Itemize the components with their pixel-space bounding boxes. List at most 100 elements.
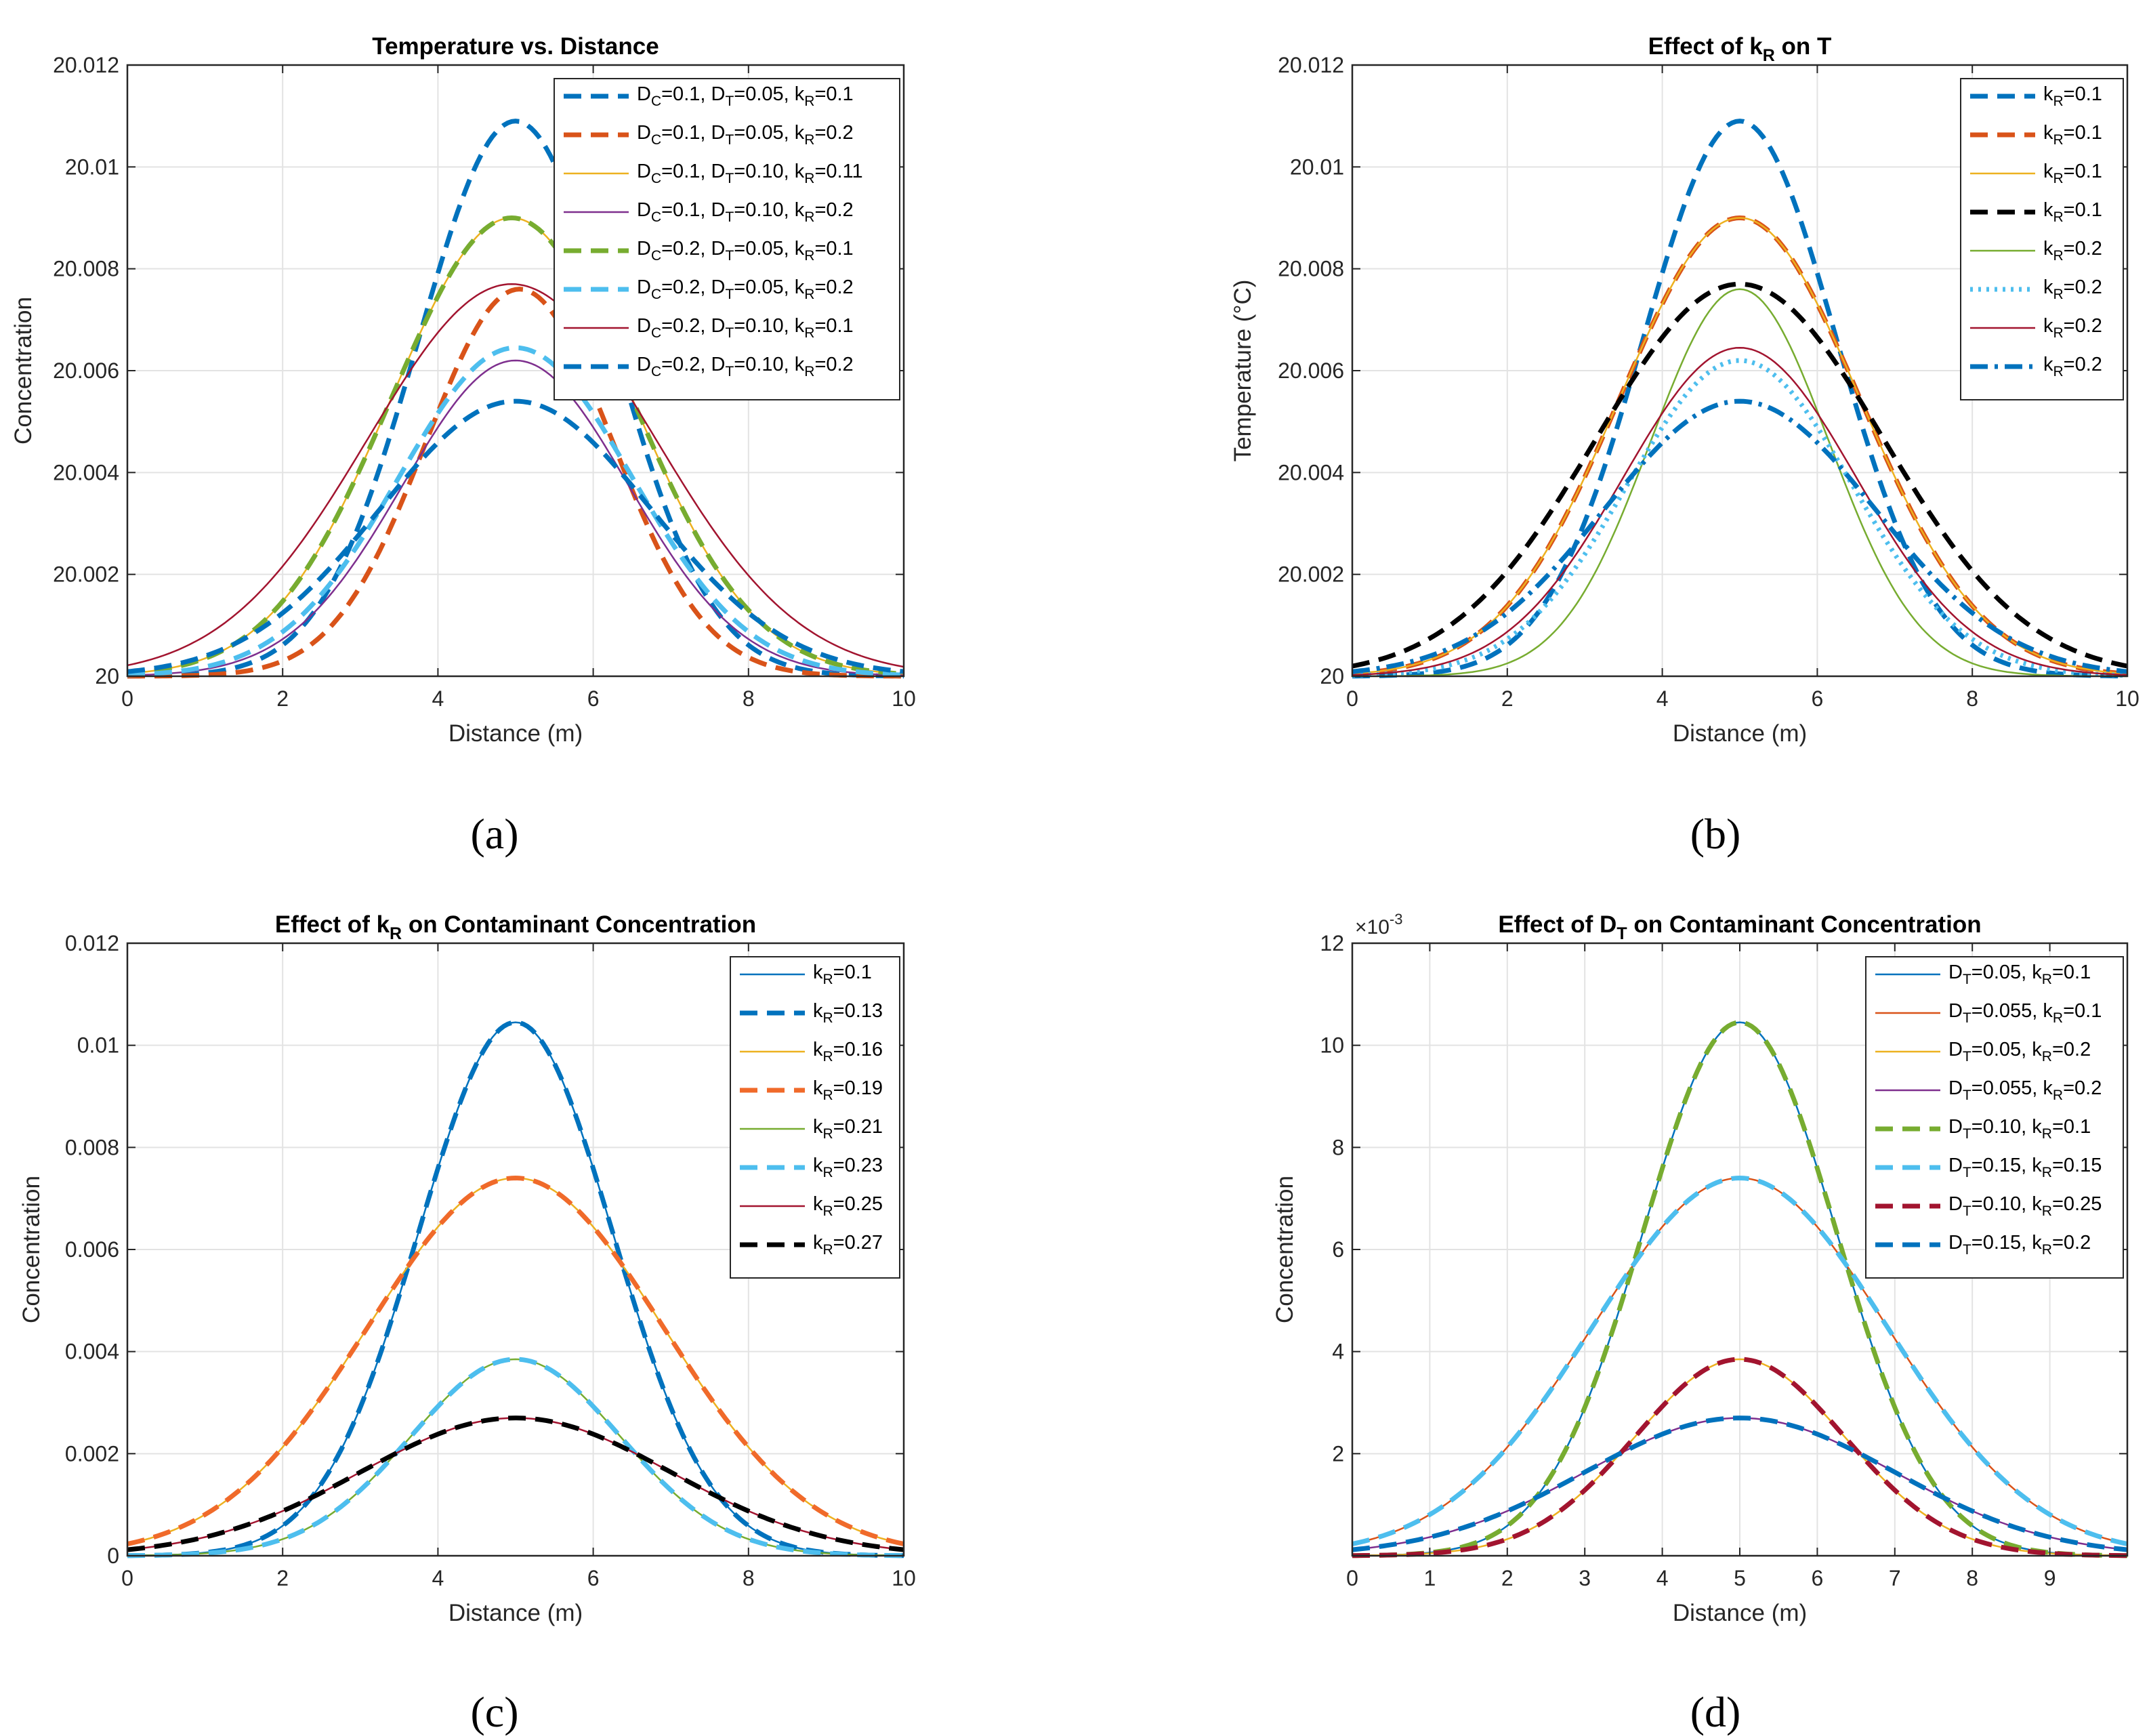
legend-label-6-part: k <box>2043 276 2053 298</box>
x-axis-label: Distance (m) <box>448 720 583 747</box>
legend-label-8: DC=0.2, DT=0.10, kR=0.2 <box>637 354 854 379</box>
legend-label-8-part: =0.2 <box>2064 354 2102 375</box>
legend-label-3-part: k <box>2043 161 2053 182</box>
x-tick-label: 10 <box>892 1566 916 1590</box>
x-tick-label: 7 <box>1889 1566 1901 1590</box>
legend-label-7-part: T <box>1963 1203 1971 1219</box>
x-tick-label: 10 <box>2115 686 2140 711</box>
legend: kR=0.1kR=0.13kR=0.16kR=0.19kR=0.21kR=0.2… <box>730 956 900 1279</box>
legend-label-1-part: =0.05, k <box>1971 962 2042 983</box>
x-tick-label: 2 <box>276 686 289 711</box>
legend-label-1: DT=0.05, kR=0.1 <box>1948 962 2091 987</box>
y-tick-label: 20.008 <box>1278 257 1344 281</box>
legend-label-6-part: D <box>637 276 651 298</box>
x-tick-label: 3 <box>1579 1566 1591 1590</box>
legend-label-4-part: =0.055, k <box>1971 1077 2053 1099</box>
x-tick-label: 0 <box>121 686 133 711</box>
y-tick-label: 20.006 <box>53 358 119 383</box>
legend-label-1: kR=0.1 <box>813 962 872 987</box>
legend-label-2-part: =0.1 <box>2064 122 2102 144</box>
legend-label-5-part: R <box>823 1126 833 1142</box>
legend-label-7: DT=0.10, kR=0.25 <box>1948 1193 2102 1219</box>
series-line-7 <box>1352 346 2128 676</box>
legend-label-2: DC=0.1, DT=0.05, kR=0.2 <box>637 122 854 148</box>
legend-label-8-part: R <box>2042 1242 2052 1258</box>
x-tick-label: 2 <box>276 1566 289 1590</box>
legend-label-5: DT=0.10, kR=0.1 <box>1948 1116 2091 1142</box>
legend-label-5-part: =0.1 <box>814 238 853 260</box>
series-line-4 <box>127 1175 904 1546</box>
legend-label-2-part: D <box>1948 1000 1963 1022</box>
legend-label-1-part: C <box>651 94 661 109</box>
y-tick-label: 20 <box>1320 664 1344 688</box>
x-tick-label: 6 <box>587 1566 600 1590</box>
legend-label-5: DC=0.2, DT=0.05, kR=0.1 <box>637 238 854 264</box>
legend-label-8-part: T <box>1963 1242 1971 1258</box>
legend-label-5-part: =0.10, k <box>1971 1116 2042 1138</box>
legend-label-8-part: D <box>637 354 651 375</box>
legend-box <box>1960 78 2124 400</box>
legend-label-6-part: =0.23 <box>833 1155 883 1176</box>
series-line-1 <box>127 1021 904 1556</box>
legend-label-7-part: D <box>637 315 651 337</box>
legend-label-2: kR=0.13 <box>813 1000 883 1026</box>
legend-label-6-part: C <box>651 287 661 302</box>
legend-label-3-part: C <box>651 171 661 186</box>
series-line-4 <box>127 359 904 677</box>
legend-label-3-part: =0.2 <box>2052 1039 2091 1060</box>
legend-label-7-part: R <box>2042 1203 2052 1219</box>
legend-label-3-part: =0.1 <box>2064 161 2102 182</box>
legend-label-1-part: =0.1 <box>2064 83 2102 105</box>
axis-exponent-base: ×10 <box>1355 916 1390 938</box>
series-line-2 <box>127 287 904 679</box>
legend-label-7-part: =0.25 <box>833 1193 883 1215</box>
chart-title-part: on Contaminant Concentration <box>402 911 756 938</box>
legend-label-1-part: =0.05, k <box>734 83 804 105</box>
legend-label-5-part: =0.2, D <box>661 238 725 260</box>
legend-label-4: kR=0.1 <box>2043 199 2102 225</box>
legend-label-4-part: D <box>1948 1077 1963 1099</box>
y-tick-label: 0.008 <box>65 1135 119 1159</box>
legend-label-8-part: k <box>813 1232 823 1254</box>
panel-label: (a) <box>470 810 518 858</box>
legend-label-3: DT=0.05, kR=0.2 <box>1948 1039 2091 1065</box>
legend-label-2: kR=0.1 <box>2043 122 2102 148</box>
legend-label-7-part: T <box>725 325 734 341</box>
legend-box <box>730 956 900 1279</box>
legend-label-6: DC=0.2, DT=0.05, kR=0.2 <box>637 276 854 302</box>
legend-label-1-part: D <box>637 83 651 105</box>
legend-label-4-part: R <box>823 1088 833 1103</box>
y-tick-label: 2 <box>1332 1441 1344 1466</box>
legend-label-7-part: R <box>2053 325 2064 341</box>
legend-label-2-part: C <box>651 132 661 148</box>
y-axis-label: Concentration <box>10 297 37 445</box>
legend-label-2-part: =0.1 <box>2063 1000 2102 1022</box>
x-tick-label: 10 <box>892 686 916 711</box>
x-tick-label: 8 <box>743 1566 755 1590</box>
chart-title-part: Temperature vs. Distance <box>372 33 659 60</box>
legend-label-3-part: =0.16 <box>833 1039 883 1060</box>
y-tick-label: 20.004 <box>53 460 119 484</box>
legend-box <box>1865 956 2124 1279</box>
legend-label-3: DC=0.1, DT=0.10, kR=0.11 <box>637 161 863 186</box>
legend-label-1-part: R <box>804 94 814 109</box>
series-line-5 <box>127 215 904 677</box>
legend-label-8-part: D <box>1948 1232 1963 1254</box>
legend-label-2-part: T <box>725 132 734 148</box>
chart-title-part: Effect of k <box>275 911 390 938</box>
legend-label-1-part: =0.1 <box>833 962 872 983</box>
y-tick-label: 20.012 <box>53 53 119 77</box>
legend-label-5-part: R <box>804 248 814 264</box>
legend-label-4-part: R <box>2053 1088 2063 1103</box>
legend-label-3-part: =0.10, k <box>734 161 804 182</box>
legend-label-2-part: =0.2 <box>814 122 853 144</box>
legend-label-7-part: k <box>2043 315 2053 337</box>
y-tick-label: 12 <box>1320 931 1344 955</box>
legend-label-3: kR=0.1 <box>2043 161 2102 186</box>
x-axis-label: Distance (m) <box>1673 1600 1807 1626</box>
y-tick-label: 0.01 <box>77 1033 119 1058</box>
legend-label-8-part: C <box>651 364 661 379</box>
legend-label-6-part: D <box>1948 1155 1963 1176</box>
